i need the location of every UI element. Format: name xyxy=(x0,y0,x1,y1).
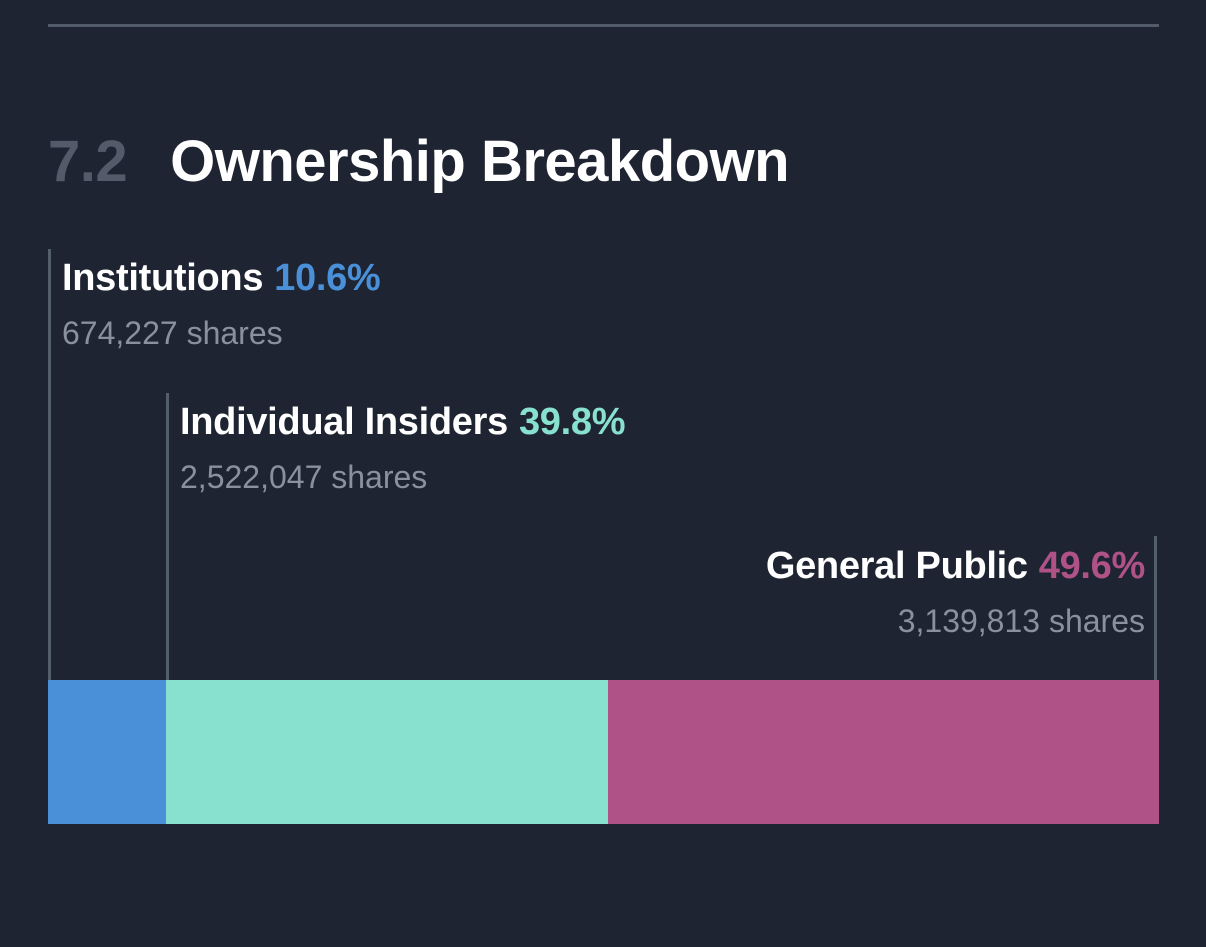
section-title: Ownership Breakdown xyxy=(170,129,790,194)
series-name: Individual Insiders xyxy=(180,401,508,443)
callout-general-public-header: General Public 49.6% xyxy=(766,544,1145,588)
series-name: Institutions xyxy=(62,257,264,299)
series-shares: 3,139,813 shares xyxy=(897,603,1145,639)
series-shares: 2,522,047 shares xyxy=(180,459,428,495)
series-name: General Public xyxy=(765,545,1028,587)
callout-institutions: Institutions 10.6% 674,227 shares xyxy=(62,256,381,352)
leader-line-institutions xyxy=(48,249,51,680)
bar-segment-individual-insiders xyxy=(165,680,608,824)
series-percent: 49.6% xyxy=(1038,545,1146,587)
callout-individual-insiders: Individual Insiders 39.8% 2,522,047 shar… xyxy=(180,400,625,496)
series-percent: 39.8% xyxy=(518,401,626,443)
series-percent: 10.6% xyxy=(274,257,381,299)
section-heading: 7.2 Ownership Breakdown xyxy=(48,129,790,194)
ownership-stacked-bar xyxy=(48,680,1159,824)
leader-line-general-public xyxy=(1154,536,1157,680)
bar-segment-institutions xyxy=(48,680,166,824)
bar-segment-general-public xyxy=(607,680,1159,824)
callout-individual-insiders-header: Individual Insiders 39.8% xyxy=(180,400,625,444)
section-number: 7.2 xyxy=(48,129,128,194)
series-shares: 674,227 shares xyxy=(62,315,283,351)
leader-line-individual-insiders xyxy=(166,393,169,680)
callout-institutions-header: Institutions 10.6% xyxy=(62,256,381,300)
section-divider xyxy=(48,24,1159,27)
callout-general-public: General Public 49.6% 3,139,813 shares xyxy=(766,544,1145,640)
